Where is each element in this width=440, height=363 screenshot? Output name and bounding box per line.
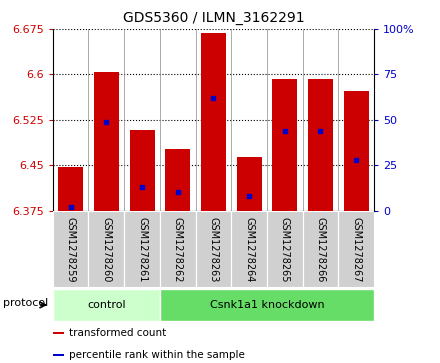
Bar bbox=[267, 211, 303, 287]
Bar bbox=[88, 211, 124, 287]
Text: GSM1278265: GSM1278265 bbox=[280, 217, 290, 282]
Bar bbox=[344, 91, 369, 211]
Bar bbox=[58, 167, 83, 211]
Bar bbox=[308, 79, 333, 211]
Text: GSM1278263: GSM1278263 bbox=[209, 217, 218, 282]
Text: GSM1278264: GSM1278264 bbox=[244, 217, 254, 282]
Bar bbox=[231, 211, 267, 287]
Bar bbox=[129, 130, 154, 211]
Bar bbox=[160, 211, 195, 287]
Text: GSM1278262: GSM1278262 bbox=[173, 217, 183, 282]
Bar bbox=[237, 157, 261, 211]
Text: GSM1278260: GSM1278260 bbox=[101, 217, 111, 282]
Text: control: control bbox=[87, 300, 126, 310]
Bar bbox=[124, 211, 160, 287]
Text: Csnk1a1 knockdown: Csnk1a1 knockdown bbox=[209, 300, 324, 310]
Bar bbox=[272, 79, 297, 211]
Text: transformed count: transformed count bbox=[69, 328, 166, 338]
Bar bbox=[195, 211, 231, 287]
Bar bbox=[165, 150, 190, 211]
Bar bbox=[53, 354, 64, 356]
Text: GSM1278261: GSM1278261 bbox=[137, 217, 147, 282]
Text: GSM1278266: GSM1278266 bbox=[315, 217, 326, 282]
Title: GDS5360 / ILMN_3162291: GDS5360 / ILMN_3162291 bbox=[123, 11, 304, 25]
Bar bbox=[160, 289, 374, 321]
Bar bbox=[201, 33, 226, 211]
Bar bbox=[53, 211, 88, 287]
Bar bbox=[53, 332, 64, 334]
Bar bbox=[53, 289, 160, 321]
Bar bbox=[303, 211, 338, 287]
Text: percentile rank within the sample: percentile rank within the sample bbox=[69, 350, 245, 360]
Text: GSM1278267: GSM1278267 bbox=[351, 217, 361, 282]
Text: protocol: protocol bbox=[3, 298, 48, 308]
Bar bbox=[338, 211, 374, 287]
Text: GSM1278259: GSM1278259 bbox=[66, 217, 76, 282]
Bar bbox=[94, 72, 119, 211]
